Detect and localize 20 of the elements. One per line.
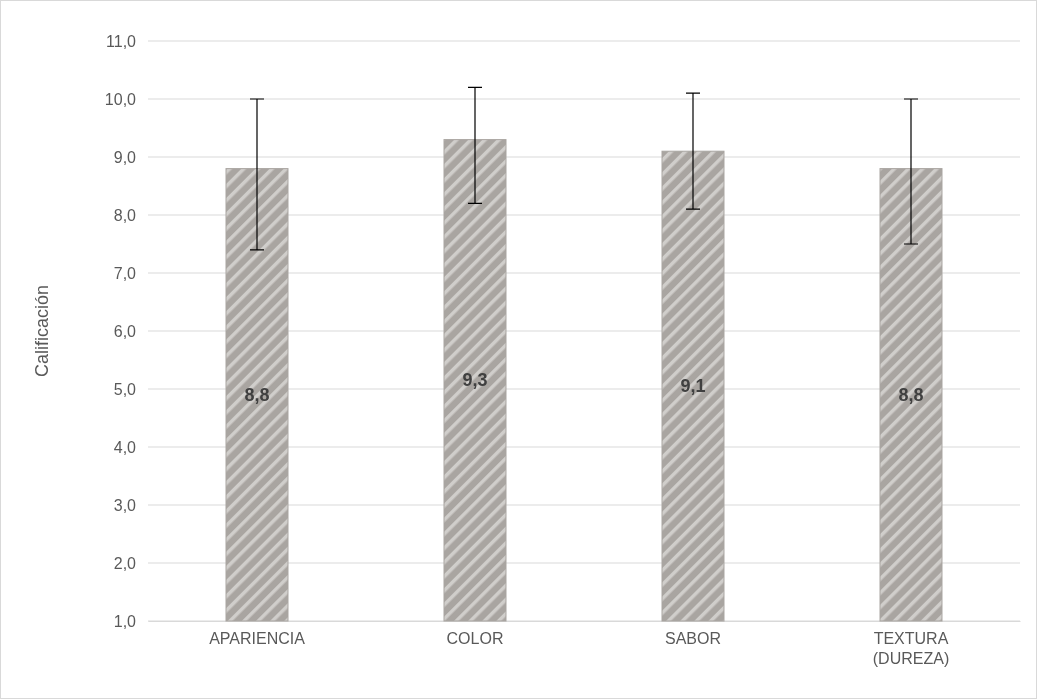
y-tick-label: 5,0: [113, 380, 137, 398]
y-tick-label: 3,0: [113, 496, 137, 514]
data-label: 8,8: [244, 384, 270, 405]
y-tick-label: 8,0: [113, 206, 137, 224]
y-tick-label: 1,0: [113, 612, 137, 630]
y-axis-title: Calificación: [32, 284, 52, 378]
y-tick-label: 2,0: [113, 554, 137, 572]
data-label: 8,8: [898, 384, 924, 405]
data-label: 9,3: [462, 370, 488, 391]
x-tick-label: APARIENCIA: [209, 630, 306, 648]
x-tick-label: SABOR: [664, 630, 722, 648]
x-tick-label: TEXTURA (DUREZA): [872, 630, 950, 667]
y-tick-label: 11,0: [106, 32, 137, 50]
x-tick-label: COLOR: [446, 630, 504, 648]
data-label: 9,1: [680, 376, 706, 397]
y-tick-label: 7,0: [113, 264, 137, 282]
y-tick-label: 6,0: [113, 322, 137, 340]
y-tick-label: 9,0: [113, 148, 137, 166]
y-tick-label: 4,0: [113, 438, 137, 456]
y-tick-label: 10,0: [104, 90, 137, 108]
